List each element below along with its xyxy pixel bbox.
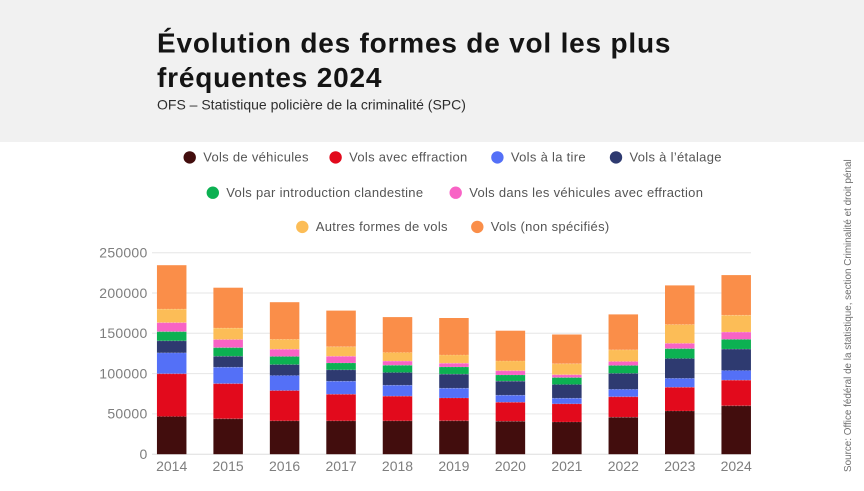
svg-text:Vols (non spécifiés): Vols (non spécifiés)	[491, 219, 610, 234]
svg-text:50000: 50000	[107, 406, 147, 422]
svg-text:2024: 2024	[721, 458, 752, 474]
svg-text:100000: 100000	[99, 365, 147, 381]
svg-text:fréquentes 2024: fréquentes 2024	[157, 62, 382, 93]
svg-text:250000: 250000	[99, 245, 147, 261]
svg-text:Vols dans les véhicules avec e: Vols dans les véhicules avec effraction	[469, 185, 703, 200]
svg-text:2023: 2023	[664, 458, 695, 474]
svg-text:Vols de véhicules: Vols de véhicules	[203, 150, 309, 165]
svg-text:200000: 200000	[99, 285, 147, 301]
svg-text:Autres formes de vols: Autres formes de vols	[316, 219, 448, 234]
svg-text:Vols avec effraction: Vols avec effraction	[349, 150, 468, 165]
svg-text:Vols à la tire: Vols à la tire	[511, 150, 586, 165]
svg-text:150000: 150000	[99, 325, 147, 341]
svg-text:2021: 2021	[551, 458, 582, 474]
svg-text:2014: 2014	[156, 458, 187, 474]
svg-text:2022: 2022	[608, 458, 639, 474]
svg-text:Vols par introduction clandest: Vols par introduction clandestine	[226, 185, 423, 200]
svg-text:2015: 2015	[213, 458, 244, 474]
svg-text:2017: 2017	[326, 458, 357, 474]
svg-text:0: 0	[139, 446, 147, 462]
svg-text:2016: 2016	[269, 458, 300, 474]
svg-text:2020: 2020	[495, 458, 526, 474]
svg-text:Évolution des formes de vol le: Évolution des formes de vol les plus	[157, 28, 671, 59]
svg-text:Source: Office fédéral de la s: Source: Office fédéral de la statistique…	[843, 159, 854, 472]
svg-text:Vols à l’étalage: Vols à l’étalage	[630, 150, 722, 165]
svg-text:OFS – Statistique policière de: OFS – Statistique policière de la crimin…	[157, 97, 466, 113]
svg-text:2018: 2018	[382, 458, 413, 474]
svg-text:2019: 2019	[438, 458, 469, 474]
